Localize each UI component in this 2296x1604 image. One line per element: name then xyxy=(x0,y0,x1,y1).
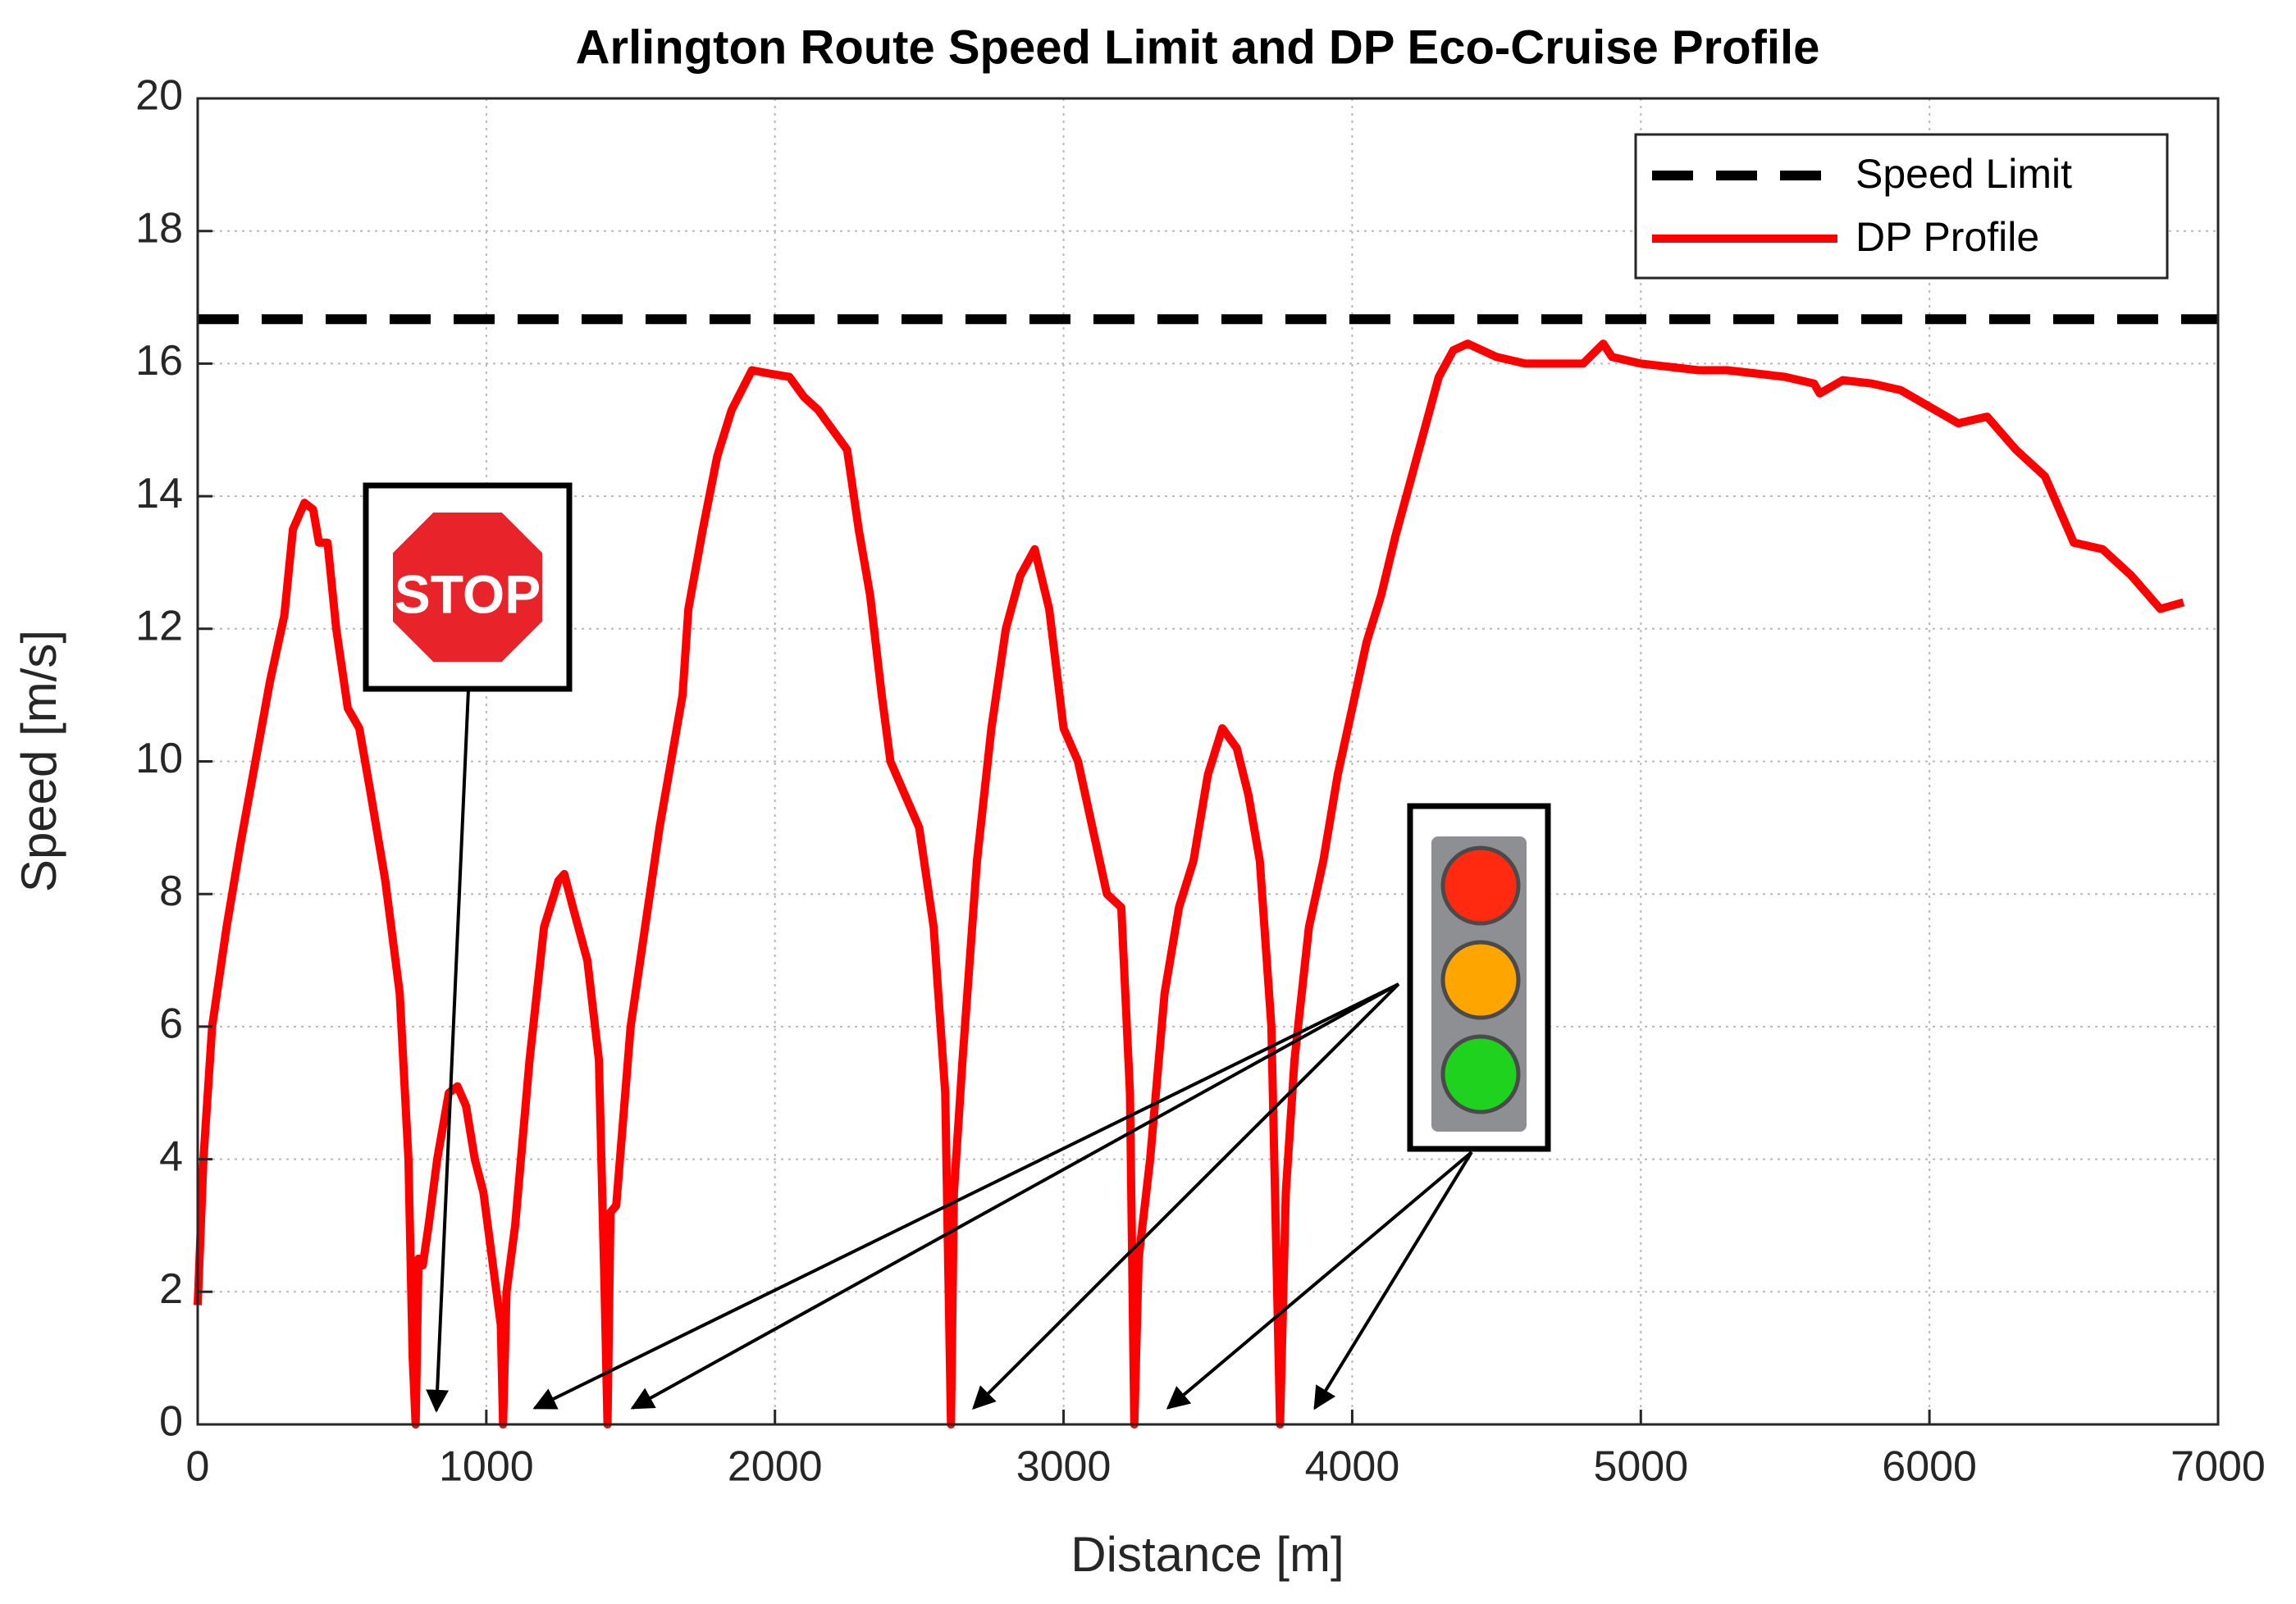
x-tick-label: 4000 xyxy=(1305,1443,1400,1491)
arrow xyxy=(972,982,1400,1410)
amber-light xyxy=(1440,940,1521,1020)
x-tick-label: 2000 xyxy=(728,1443,823,1491)
arrow xyxy=(1166,1151,1473,1410)
green-light xyxy=(1440,1034,1521,1114)
chart-title: Arlington Route Speed Limit and DP Eco-C… xyxy=(576,21,1820,74)
x-tick-label: 3000 xyxy=(1016,1443,1111,1491)
x-tick-label: 0 xyxy=(186,1443,210,1491)
y-tick-label: 6 xyxy=(159,1000,183,1048)
x-tick-label: 7000 xyxy=(2170,1443,2266,1491)
arrow xyxy=(532,982,1399,1410)
arrow xyxy=(630,982,1399,1410)
legend-label: Speed Limit xyxy=(1856,151,2072,197)
y-tick-label: 16 xyxy=(135,337,183,385)
y-tick-label: 14 xyxy=(135,470,183,517)
arrows xyxy=(532,982,1473,1410)
y-tick-label: 8 xyxy=(159,868,183,915)
stop-octagon xyxy=(388,508,547,667)
y-tick-label: 2 xyxy=(159,1265,183,1313)
y-tick-label: 20 xyxy=(135,72,183,120)
y-tick-label: 18 xyxy=(135,204,183,252)
y-tick-label: 12 xyxy=(135,603,183,650)
y-tick-label: 4 xyxy=(159,1132,183,1180)
x-tick-label: 6000 xyxy=(1882,1443,1977,1491)
x-tick-label: 1000 xyxy=(439,1443,534,1491)
legend: Speed Limit DP Profile xyxy=(1634,133,2169,280)
arrow xyxy=(1313,1151,1473,1410)
x-axis-label: Distance [m] xyxy=(1070,1527,1344,1582)
stop-sign-icon: STOP xyxy=(363,482,573,692)
red-light xyxy=(1440,845,1521,926)
x-tick-label: 5000 xyxy=(1593,1443,1688,1491)
ticks: 0 1000 2000 3000 4000 5000 6000 7000 0 2 4 6 8 10 12 14… xyxy=(135,72,2266,1491)
y-tick-label: 0 xyxy=(159,1398,183,1446)
y-tick-label: 10 xyxy=(135,735,183,782)
legend-box xyxy=(1634,133,2169,280)
stop-text: STOP xyxy=(395,563,541,624)
legend-label: DP Profile xyxy=(1856,214,2039,260)
arrow xyxy=(426,689,470,1413)
traffic-light-icon xyxy=(1407,803,1551,1152)
y-axis-label: Speed [m/s] xyxy=(11,630,66,892)
